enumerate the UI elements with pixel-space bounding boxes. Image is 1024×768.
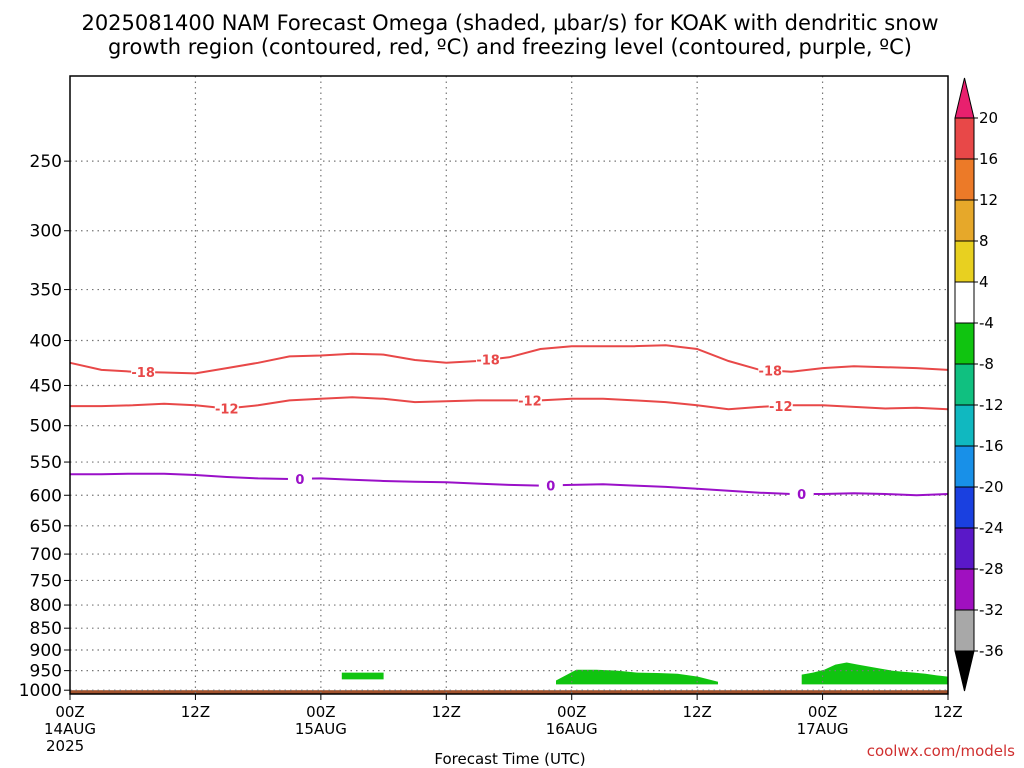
x-axis-title: Forecast Time (UTC) [434, 750, 585, 768]
x-tick-label: 15AUG [295, 720, 347, 738]
y-tick-label: 850 [30, 619, 62, 639]
colorbar-bottom-arrow [954, 650, 975, 692]
y-tick-label: 1000 [19, 681, 62, 701]
y-tick-label: 800 [30, 596, 62, 616]
colorbar-label: -36 [979, 642, 1004, 660]
contour-label: -18 [759, 364, 783, 379]
contour-line-0 [70, 472, 949, 497]
colorbar-label: 20 [979, 109, 998, 127]
contour-label: -18 [476, 354, 500, 369]
colorbar-box-12 [954, 609, 975, 652]
colorbar-label: -8 [979, 355, 994, 373]
x-tick-label: 12Z [432, 703, 461, 721]
colorbar-box-9 [954, 486, 975, 529]
contour-label-bg-0-1 [476, 351, 501, 368]
colorbar-label: -24 [979, 519, 1004, 537]
colorbar-box-0 [954, 117, 975, 160]
x-tick-label: 00Z [808, 703, 837, 721]
contour-label-bg-1-2 [768, 397, 793, 414]
omega-region-1 [556, 669, 718, 685]
x-tick-label: 17AUG [797, 720, 849, 738]
colorbar-box-1 [954, 158, 975, 201]
omega-region-0 [341, 672, 384, 680]
colorbar-label: -20 [979, 478, 1004, 496]
y-tick-label: 450 [30, 376, 62, 396]
y-tick-label: 350 [30, 281, 62, 301]
contour-label-bg-1-1 [517, 392, 542, 409]
colorbar-label: -4 [979, 314, 994, 332]
colorbar-label: -32 [979, 601, 1004, 619]
y-tick-label: 500 [30, 417, 62, 437]
y-tick-label: 400 [30, 332, 62, 352]
colorbar-top-arrow [954, 77, 975, 119]
contour-label-bg-0-2 [758, 362, 783, 379]
x-tick-label: 2025 [46, 737, 84, 755]
omega-shading-layer [341, 662, 948, 685]
colorbar-label: 12 [979, 191, 998, 209]
terrain-layer [70, 690, 948, 694]
y-tick-label: 700 [30, 545, 62, 565]
colorbar-label: 8 [979, 232, 989, 250]
contour-label: -12 [518, 394, 542, 409]
y-tick-label: 300 [30, 222, 62, 242]
colorbar-box-2 [954, 199, 975, 242]
contour-line--18 [69, 344, 949, 375]
y-tick-label: 550 [30, 453, 62, 473]
colorbar: 20 16 12 8 4 -4 -8 -12 -16 -20 -24 -28 -32 -36 [954, 77, 1004, 692]
colorbar-box-10 [954, 527, 975, 570]
y-tick-label: 900 [30, 641, 62, 661]
contour-label: 0 [295, 473, 304, 488]
colorbar-box-5 [954, 322, 975, 365]
y-tick-label: 750 [30, 571, 62, 591]
contour-label: -12 [769, 400, 793, 415]
colorbar-label: -12 [979, 396, 1004, 414]
omega-region-2 [801, 662, 948, 685]
x-tick-label: 16AUG [546, 720, 598, 738]
colorbar-label: 16 [979, 150, 998, 168]
colorbar-box-6 [954, 363, 975, 406]
y-tick-label: 950 [30, 662, 62, 682]
colorbar-box-8 [954, 445, 975, 488]
y-tick-label: 600 [30, 486, 62, 506]
x-tick-label: 12Z [933, 703, 962, 721]
colorbar-box-7 [954, 404, 975, 447]
x-tick-label: 00Z [557, 703, 586, 721]
contour-label: 0 [546, 479, 555, 494]
x-tick-label: 00Z [55, 703, 84, 721]
plot-frame [69, 75, 949, 695]
y-tick-label: 650 [30, 517, 62, 537]
x-tick-label: 14AUG [44, 720, 96, 738]
grid-layer [70, 76, 948, 694]
terrain-fill [70, 690, 948, 694]
colorbar-box-4 [954, 281, 975, 324]
contour-label-bg-1-0 [214, 400, 239, 417]
contour-label-bg-2-2 [789, 485, 814, 502]
colorbar-box-11 [954, 568, 975, 611]
x-tick-label: 12Z [682, 703, 711, 721]
contour-label: 0 [797, 488, 806, 503]
colorbar-label: 4 [979, 273, 989, 291]
x-tick-label: 12Z [181, 703, 210, 721]
contour-label-bg-0-0 [131, 363, 156, 380]
contour-label: -18 [131, 366, 155, 381]
colorbar-box-3 [954, 240, 975, 283]
contour-label-bg-2-0 [287, 470, 312, 487]
y-axis: 2503003504004505005506006507007508008509… [19, 152, 70, 701]
colorbar-label: -16 [979, 437, 1004, 455]
contour-line--12 [70, 396, 949, 411]
y-tick-label: 250 [30, 152, 62, 172]
x-tick-label: 00Z [306, 703, 335, 721]
colorbar-label: -28 [979, 560, 1004, 578]
contour-layer: -18 -18 -18 -12 -12 -12 0 0 0 [69, 344, 949, 503]
contour-label-bg-2-1 [538, 477, 563, 494]
credit-text: coolwx.com/models [867, 742, 1015, 760]
contour-label: -12 [215, 403, 239, 418]
chart-title-line2: growth region (contoured, red, ºC) and f… [108, 35, 912, 59]
chart-title-line1: 2025081400 NAM Forecast Omega (shaded, μ… [81, 11, 938, 35]
